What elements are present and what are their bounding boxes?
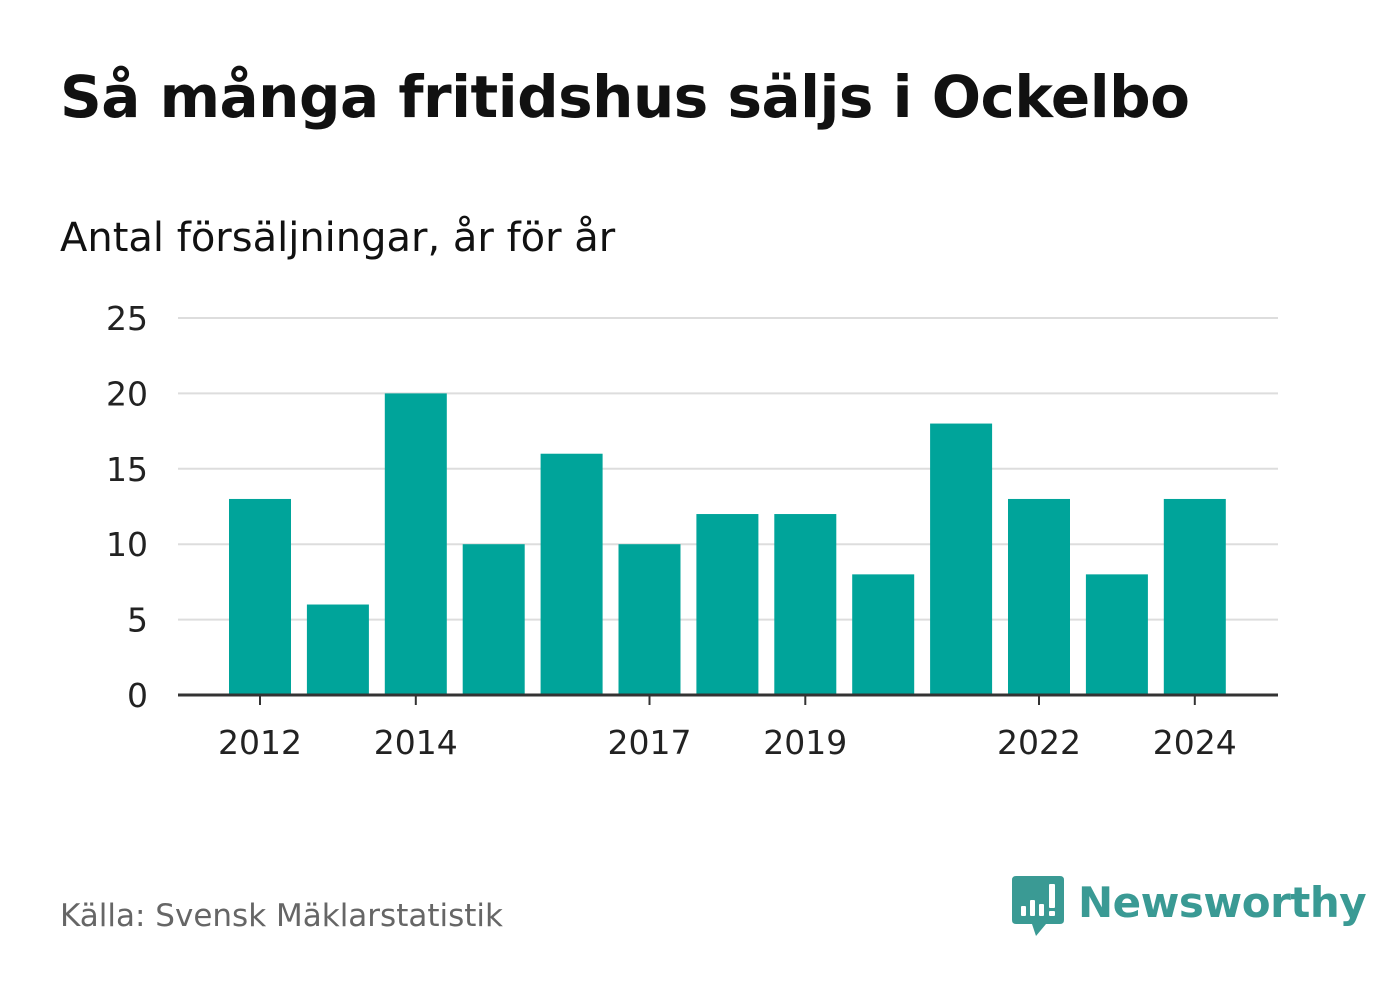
chart-subtitle: Antal försäljningar, år för år [60, 215, 616, 261]
bar-2021 [930, 423, 993, 695]
bar-2023 [1085, 574, 1148, 695]
bar-2022 [1008, 498, 1070, 695]
x-tick-label-2019: 2019 [763, 723, 847, 762]
x-tick-label-2022: 2022 [997, 723, 1081, 762]
y-tick-label-5: 5 [127, 601, 148, 640]
x-tick-label-2024: 2024 [1153, 723, 1237, 762]
brand-logo: Newsworthy [1012, 876, 1367, 940]
source-note: Källa: Svensk Mäklarstatistik [60, 898, 503, 934]
bar-2015 [462, 544, 525, 695]
x-tick-label-2012: 2012 [218, 723, 302, 762]
bar-chart: 0 5 10 15 20 25 2012 2014 2017 2019 2022 2024 [106, 299, 1278, 762]
y-tick-label-0: 0 [127, 676, 148, 715]
bar-2013 [306, 604, 369, 695]
bar-2024 [1163, 498, 1226, 695]
brand-name: Newsworthy [1078, 878, 1367, 927]
bar-2012 [229, 498, 291, 695]
bar-2019 [774, 514, 837, 695]
bar-2016 [540, 453, 603, 695]
bar-2018 [696, 514, 759, 695]
x-tick-label-2017: 2017 [608, 723, 692, 762]
y-tick-label-15: 15 [106, 450, 148, 489]
y-tick-label-10: 10 [106, 525, 148, 564]
bar-2014 [384, 393, 447, 695]
newsworthy-logo-icon [1012, 876, 1064, 936]
y-tick-label-25: 25 [106, 299, 148, 338]
x-tick-label-2014: 2014 [374, 723, 458, 762]
bar-2020 [852, 574, 915, 695]
chart-title: Så många fritidshus säljs i Ockelbo [60, 63, 1190, 131]
bar-2017 [618, 544, 681, 695]
y-tick-label-20: 20 [106, 374, 148, 413]
